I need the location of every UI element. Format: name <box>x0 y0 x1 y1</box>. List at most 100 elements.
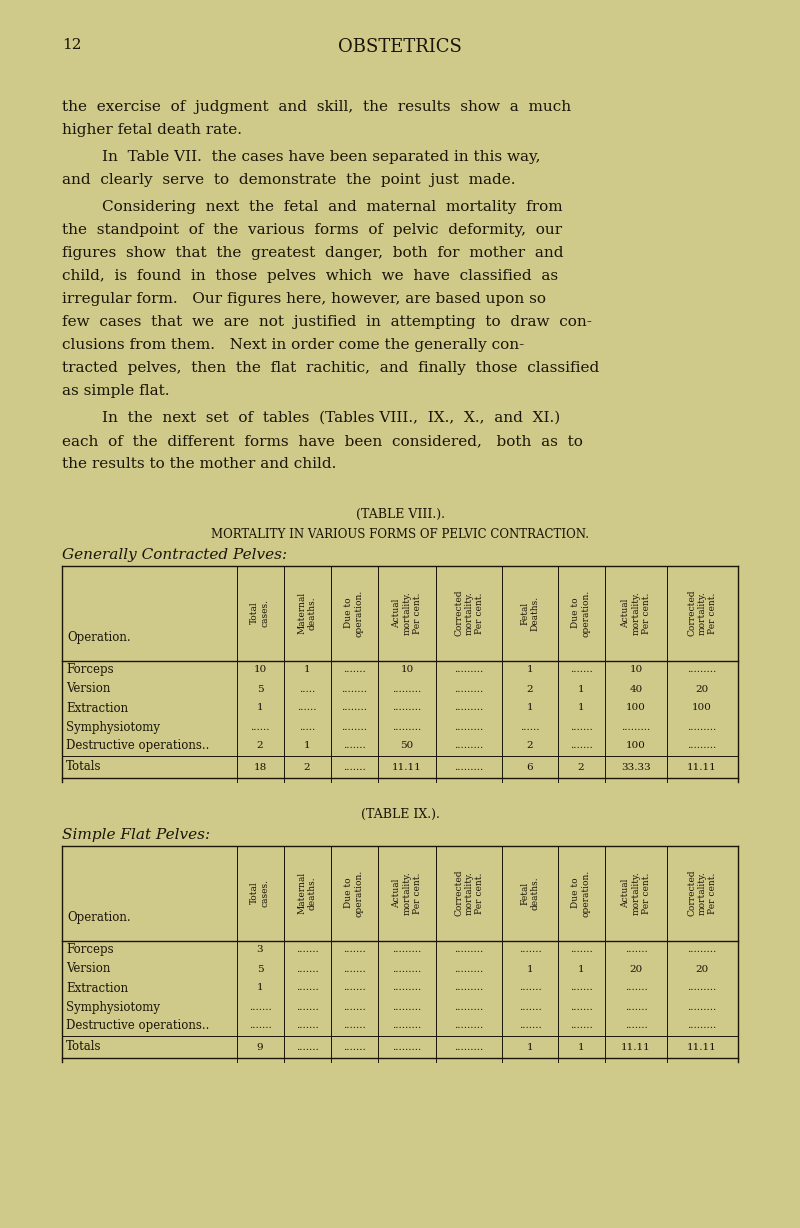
Text: Due to
operation.: Due to operation. <box>571 869 590 916</box>
Text: .......: ....... <box>342 742 366 750</box>
Text: .......: ....... <box>518 1022 542 1030</box>
Text: 11.11: 11.11 <box>392 763 422 771</box>
Text: 11.11: 11.11 <box>687 763 717 771</box>
Text: Due to
operation.: Due to operation. <box>571 589 590 636</box>
Text: 2: 2 <box>257 742 263 750</box>
Text: tracted  pelves,  then  the  flat  rachitic,  and  finally  those  classified: tracted pelves, then the flat rachitic, … <box>62 361 599 375</box>
Text: .........: ......... <box>687 1022 717 1030</box>
Text: Simple Flat Pelves:: Simple Flat Pelves: <box>62 828 210 842</box>
Text: Due to
operation.: Due to operation. <box>344 869 364 916</box>
Text: 100: 100 <box>692 704 712 712</box>
Text: .......: ....... <box>342 1002 366 1012</box>
Text: .......: ....... <box>342 763 366 771</box>
Text: .......: ....... <box>518 946 542 954</box>
Text: .......: ....... <box>296 1022 318 1030</box>
Text: as simple flat.: as simple flat. <box>62 384 170 398</box>
Text: 18: 18 <box>254 763 266 771</box>
Text: Destructive operations..: Destructive operations.. <box>66 739 210 753</box>
Text: 5: 5 <box>257 684 263 694</box>
Text: ........: ........ <box>341 704 367 712</box>
Text: 20: 20 <box>630 964 642 974</box>
Text: Generally Contracted Pelves:: Generally Contracted Pelves: <box>62 548 287 562</box>
Text: few  cases  that  we  are  not  justified  in  attempting  to  draw  con-: few cases that we are not justified in a… <box>62 316 592 329</box>
Text: 1: 1 <box>578 1043 584 1051</box>
Text: .........: ......... <box>392 722 422 732</box>
Text: 5: 5 <box>257 964 263 974</box>
Text: .........: ......... <box>687 984 717 992</box>
Text: Symphysiotomy: Symphysiotomy <box>66 721 160 733</box>
Text: 1: 1 <box>526 964 534 974</box>
Text: .......: ....... <box>570 722 592 732</box>
Text: .........: ......... <box>687 946 717 954</box>
Text: .........: ......... <box>687 666 717 674</box>
Text: .......: ....... <box>518 1002 542 1012</box>
Text: ........: ........ <box>341 722 367 732</box>
Text: 2: 2 <box>526 742 534 750</box>
Text: .........: ......... <box>392 1002 422 1012</box>
Text: In  Table VII.  the cases have been separated in this way,: In Table VII. the cases have been separa… <box>102 150 541 165</box>
Text: 1: 1 <box>526 704 534 712</box>
Text: .......: ....... <box>296 964 318 974</box>
Text: .......: ....... <box>296 984 318 992</box>
Text: .......: ....... <box>625 1022 647 1030</box>
Text: .........: ......... <box>392 684 422 694</box>
Text: Fetal
deaths.: Fetal deaths. <box>520 877 540 910</box>
Text: .........: ......... <box>454 1002 484 1012</box>
Text: Considering  next  the  fetal  and  maternal  mortality  from: Considering next the fetal and maternal … <box>102 200 562 214</box>
Text: 2: 2 <box>304 763 310 771</box>
Text: each  of  the  different  forms  have  been  considered,   both  as  to: each of the different forms have been co… <box>62 433 583 448</box>
Text: 6: 6 <box>526 763 534 771</box>
Text: (TABLE VIII.).: (TABLE VIII.). <box>355 508 445 521</box>
Text: .......: ....... <box>570 1002 592 1012</box>
Text: ......: ...... <box>298 704 317 712</box>
Text: Actual
mortality.
Per cent.: Actual mortality. Per cent. <box>621 871 651 915</box>
Text: 50: 50 <box>400 742 414 750</box>
Text: .......: ....... <box>342 984 366 992</box>
Text: .........: ......... <box>392 1043 422 1051</box>
Text: ......: ...... <box>520 722 540 732</box>
Text: Totals: Totals <box>66 1040 102 1054</box>
Text: .........: ......... <box>454 946 484 954</box>
Text: .........: ......... <box>454 722 484 732</box>
Text: .........: ......... <box>392 984 422 992</box>
Text: .......: ....... <box>249 1002 271 1012</box>
Text: ........: ........ <box>341 684 367 694</box>
Text: 1: 1 <box>578 964 584 974</box>
Text: .......: ....... <box>296 1002 318 1012</box>
Text: .......: ....... <box>342 1022 366 1030</box>
Text: .......: ....... <box>570 742 592 750</box>
Text: .........: ......... <box>392 1022 422 1030</box>
Text: Totals: Totals <box>66 760 102 774</box>
Text: 11.11: 11.11 <box>687 1043 717 1051</box>
Text: .......: ....... <box>625 984 647 992</box>
Text: .........: ......... <box>454 984 484 992</box>
Text: .........: ......... <box>687 742 717 750</box>
Text: 3: 3 <box>257 946 263 954</box>
Text: Actual
mortality.
Per cent.: Actual mortality. Per cent. <box>621 591 651 635</box>
Text: .........: ......... <box>454 964 484 974</box>
Text: ......: ...... <box>250 722 270 732</box>
Text: .......: ....... <box>342 666 366 674</box>
Text: 20: 20 <box>695 684 709 694</box>
Text: child,  is  found  in  those  pelves  which  we  have  classified  as: child, is found in those pelves which we… <box>62 269 558 282</box>
Text: Total
cases.: Total cases. <box>250 599 270 628</box>
Text: 1: 1 <box>578 684 584 694</box>
Text: .........: ......... <box>454 763 484 771</box>
Text: 20: 20 <box>695 964 709 974</box>
Text: Extraction: Extraction <box>66 701 128 715</box>
Text: .......: ....... <box>570 1022 592 1030</box>
Text: .....: ..... <box>299 722 315 732</box>
Text: Extraction: Extraction <box>66 981 128 995</box>
Text: .........: ......... <box>454 704 484 712</box>
Text: .....: ..... <box>299 684 315 694</box>
Text: 10: 10 <box>630 666 642 674</box>
Text: higher fetal death rate.: higher fetal death rate. <box>62 123 242 138</box>
Text: Forceps: Forceps <box>66 943 114 957</box>
Text: Corrected
mortality.
Per cent.: Corrected mortality. Per cent. <box>454 869 484 916</box>
Text: 1: 1 <box>526 666 534 674</box>
Text: 100: 100 <box>626 704 646 712</box>
Text: .......: ....... <box>518 984 542 992</box>
Text: .......: ....... <box>570 984 592 992</box>
Text: 11.11: 11.11 <box>621 1043 651 1051</box>
Text: 1: 1 <box>257 984 263 992</box>
